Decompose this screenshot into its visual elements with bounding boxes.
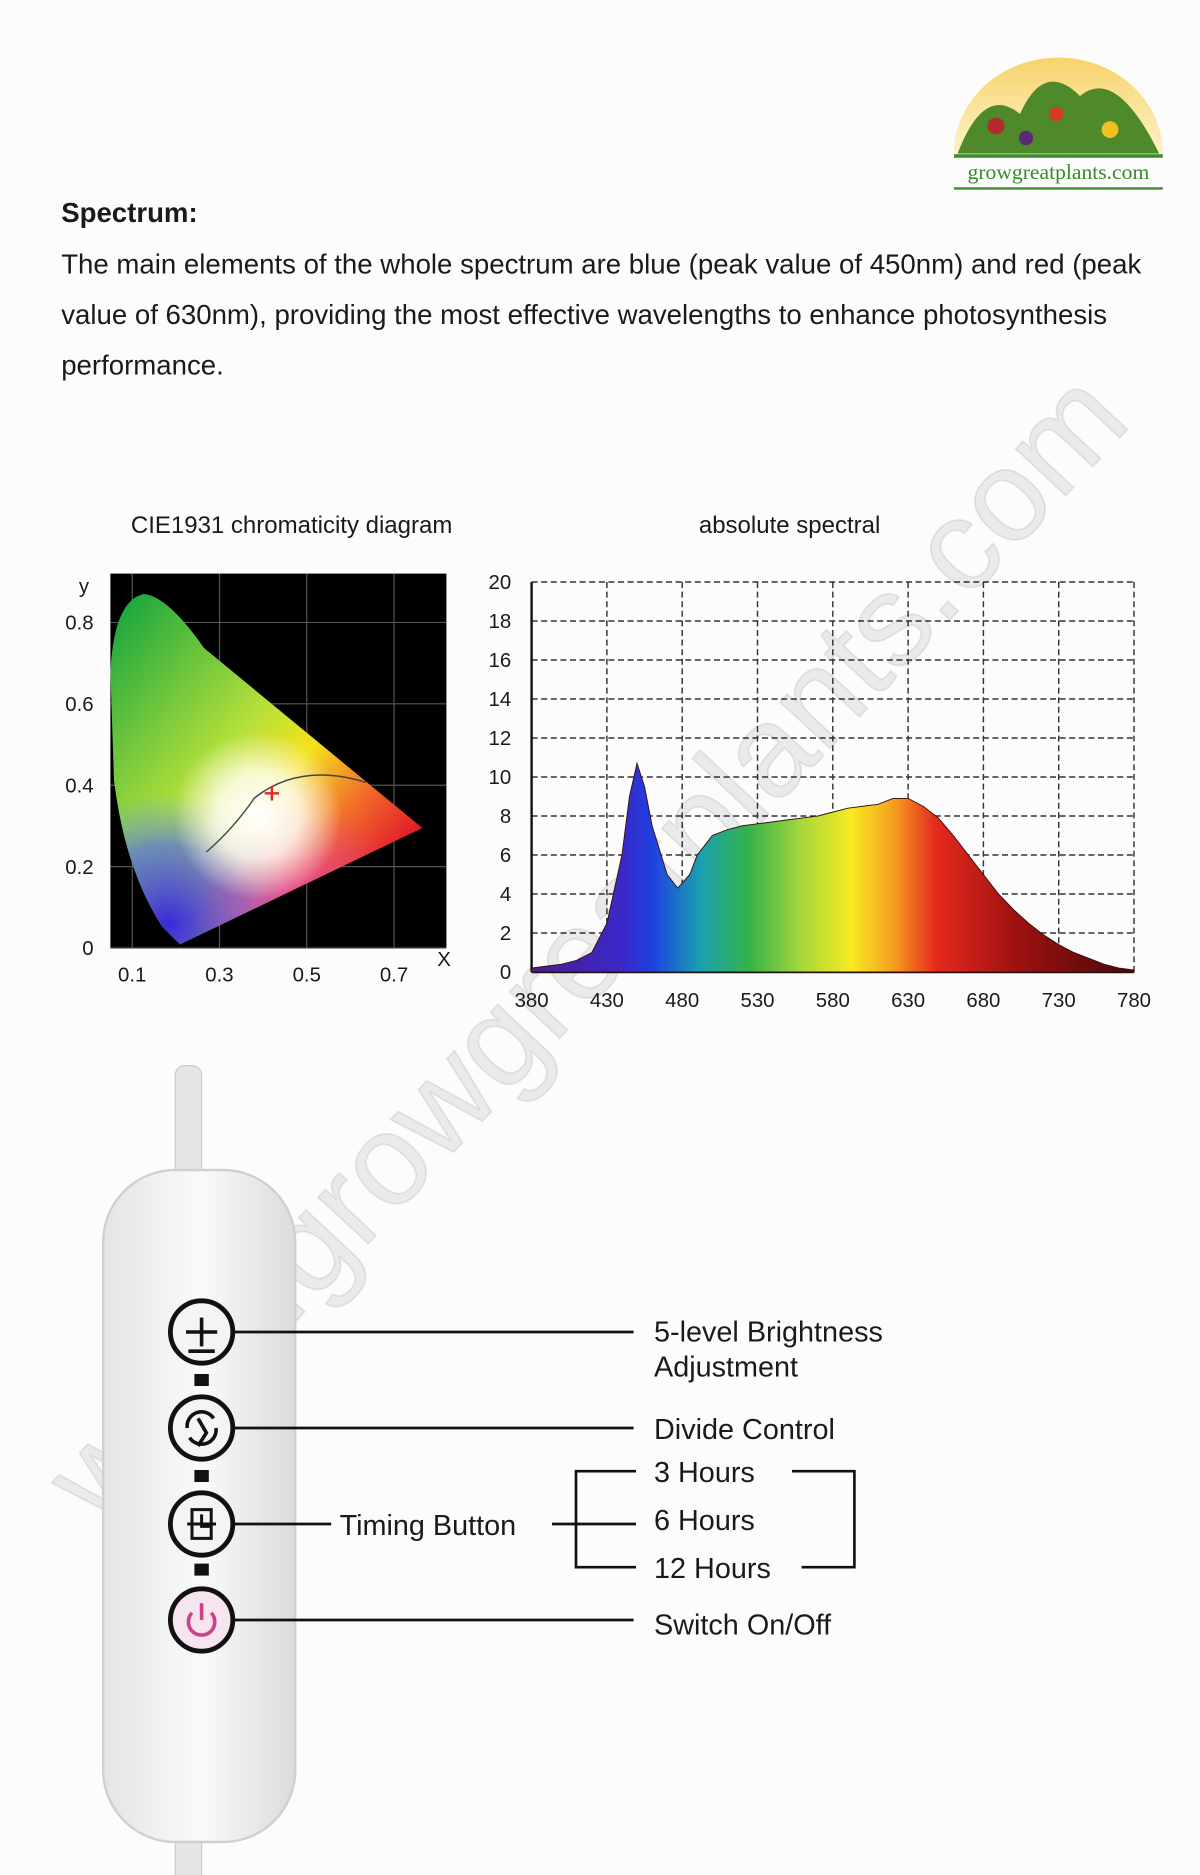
y-tick-label: 0.8 (65, 613, 93, 635)
spectrum-area (531, 761, 1135, 973)
x-tick-label: 730 (1042, 990, 1076, 1012)
button-icon (187, 1508, 216, 1540)
y-tick-label: 0.6 (65, 694, 93, 716)
divide-label: Divide Control (654, 1414, 835, 1446)
x-tick-label: 430 (590, 990, 624, 1012)
indicator (194, 1470, 209, 1482)
y-tick-label: 0.4 (65, 775, 93, 797)
logo: growgreatplants.com (954, 57, 1163, 190)
indicator (194, 1374, 209, 1386)
y-tick-label: 8 (500, 806, 511, 828)
x-tick-label: 680 (966, 990, 1000, 1012)
x-tick-label: 480 (665, 990, 699, 1012)
callouts: 5-level Brightness Adjustment Divide Con… (234, 1317, 883, 1641)
logo-text: growgreatplants.com (968, 160, 1150, 184)
x-tick-label: 780 (1117, 990, 1151, 1012)
y-axis-label: y (79, 576, 90, 598)
button-icon (186, 1317, 218, 1353)
y-tick-label: 6 (500, 845, 511, 867)
brightness-label: Adjustment (654, 1351, 798, 1383)
y-tick-label: 14 (489, 689, 512, 711)
x-tick-label: 0.5 (293, 965, 321, 987)
timer-option: 6 Hours (654, 1505, 755, 1537)
y-tick-label: 0 (82, 938, 93, 960)
x-tick-label: 630 (891, 990, 925, 1012)
logo-fruit (987, 117, 1005, 135)
body-text: The main elements of the whole spectrum … (61, 248, 1142, 381)
button-icon (186, 1603, 217, 1637)
timer-option: 3 Hours (654, 1457, 755, 1489)
indicator (194, 1563, 209, 1576)
logo-fruit (1101, 121, 1119, 138)
chromaticity-point (264, 786, 280, 801)
chart-title: absolute spectral (699, 512, 880, 539)
bracket (792, 1469, 856, 1569)
timer-option: 12 Hours (654, 1553, 771, 1585)
x-tick-label: 530 (740, 990, 774, 1012)
y-tick-label: 18 (489, 611, 512, 633)
y-tick-label: 0 (500, 962, 511, 984)
x-tick-label: 580 (816, 990, 850, 1012)
cable (174, 1065, 203, 1187)
timing-label: Timing Button (340, 1510, 517, 1542)
y-tick-label: 0.2 (65, 857, 93, 879)
x-axis-label: X (437, 949, 451, 971)
y-tick-label: 2 (500, 923, 511, 945)
button-icon (185, 1409, 218, 1447)
x-tick-label: 0.7 (380, 965, 408, 987)
x-tick-label: 380 (515, 990, 549, 1012)
y-tick-label: 10 (489, 767, 512, 789)
bracket (574, 1469, 636, 1569)
y-tick-label: 12 (489, 728, 512, 750)
x-tick-label: 0.3 (205, 965, 233, 987)
brightness-label: 5-level Brightness (654, 1317, 883, 1349)
controller-device (101, 1065, 297, 1875)
logo-fruit (1018, 130, 1034, 146)
logo-fruit (1048, 106, 1064, 122)
power-label: Switch On/Off (654, 1609, 832, 1641)
y-tick-label: 16 (489, 650, 512, 672)
y-tick-label: 20 (489, 572, 512, 594)
planckian-locus (205, 774, 367, 853)
y-tick-label: 4 (500, 884, 511, 906)
chart-title: CIE1931 chromaticity diagram (131, 512, 452, 539)
heading: Spectrum: (61, 197, 197, 228)
body-box: The main elements of the whole spectrum … (61, 248, 1142, 381)
x-tick-label: 0.1 (118, 965, 146, 987)
